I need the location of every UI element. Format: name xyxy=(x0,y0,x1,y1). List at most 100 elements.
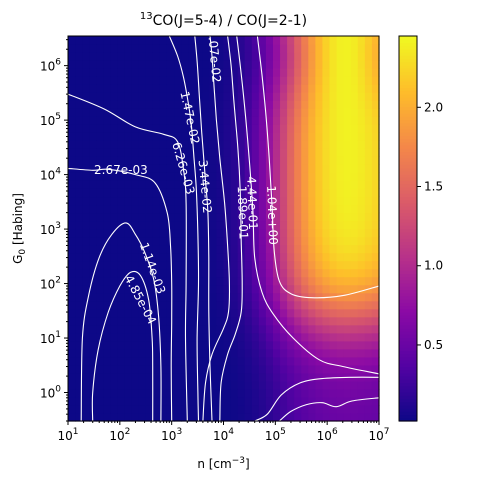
heatmap-cell xyxy=(138,404,147,414)
heatmap-cell xyxy=(294,180,302,189)
heatmap-cell xyxy=(174,204,182,214)
heatmap-cell xyxy=(251,164,260,173)
heatmap-cell xyxy=(166,60,175,69)
heatmap-cell xyxy=(336,204,345,214)
heatmap-cell xyxy=(138,44,147,53)
heatmap-cell xyxy=(195,148,203,157)
heatmap-cell xyxy=(251,60,260,69)
heatmap-cell xyxy=(371,68,380,77)
heatmap-cell xyxy=(117,44,126,53)
heatmap-cell xyxy=(131,236,140,246)
contour-label: 1.04e+00 xyxy=(264,185,280,245)
heatmap-cell xyxy=(195,332,203,342)
heatmap-cell xyxy=(223,348,232,358)
heatmap-cell xyxy=(272,76,281,85)
heatmap-cell xyxy=(82,364,90,374)
heatmap-cell xyxy=(103,52,112,61)
heatmap-cell xyxy=(209,180,218,189)
heatmap-cell xyxy=(350,228,359,238)
heatmap-cell xyxy=(258,100,267,109)
heatmap-cell xyxy=(357,228,366,238)
heatmap-cell xyxy=(237,268,246,278)
heatmap-cell xyxy=(230,156,239,165)
colorbar-segment xyxy=(399,42,417,47)
heatmap-cell xyxy=(117,140,126,149)
heatmap-cell xyxy=(329,380,338,390)
heatmap-cell xyxy=(145,284,154,294)
heatmap-cell xyxy=(350,180,359,189)
heatmap-cell xyxy=(75,44,83,53)
heatmap-cell xyxy=(138,180,147,189)
heatmap-cell xyxy=(188,196,196,206)
heatmap-cell xyxy=(336,340,345,350)
heatmap-cell xyxy=(258,372,267,382)
heatmap-cell xyxy=(138,348,147,358)
heatmap-cell xyxy=(131,36,140,45)
heatmap-cell xyxy=(110,172,119,181)
y-tick-label: 102 xyxy=(40,276,61,292)
heatmap-cell xyxy=(209,188,218,198)
heatmap-cell xyxy=(280,60,288,69)
heatmap-cell xyxy=(294,204,302,214)
heatmap-cell xyxy=(294,324,302,334)
heatmap-cell xyxy=(223,148,232,157)
heatmap-cell xyxy=(258,396,267,406)
heatmap-cell xyxy=(110,164,119,173)
heatmap-cell xyxy=(223,284,232,294)
heatmap-cell xyxy=(230,348,239,358)
heatmap-cell xyxy=(131,252,140,262)
heatmap-cell xyxy=(244,268,253,278)
heatmap-cell xyxy=(82,284,90,294)
heatmap-cell xyxy=(265,332,274,342)
heatmap-cell xyxy=(89,324,97,334)
colorbar-segment xyxy=(399,36,417,40)
heatmap-cell xyxy=(209,220,218,230)
heatmap-cell xyxy=(68,284,76,294)
heatmap-cell xyxy=(336,212,345,222)
heatmap-cell xyxy=(209,284,218,294)
heatmap-cell xyxy=(82,372,90,382)
heatmap-cell xyxy=(159,348,168,358)
heatmap-cell xyxy=(103,140,112,149)
heatmap-cell xyxy=(357,292,366,302)
heatmap-cell xyxy=(322,388,331,398)
heatmap-cell xyxy=(181,268,189,278)
heatmap-cell xyxy=(223,308,232,318)
heatmap-cell xyxy=(82,212,90,222)
heatmap-cell xyxy=(138,244,147,254)
heatmap-cell xyxy=(251,316,260,326)
heatmap-cell xyxy=(357,188,366,198)
heatmap-cell xyxy=(336,412,345,422)
heatmap-cell xyxy=(103,300,112,310)
heatmap-cell xyxy=(216,276,225,286)
heatmap-cell xyxy=(251,252,260,262)
heatmap-cell xyxy=(202,252,210,262)
heatmap-cell xyxy=(202,44,210,53)
heatmap-cell xyxy=(82,228,90,238)
heatmap-cell xyxy=(272,164,281,173)
heatmap-cell xyxy=(371,236,380,246)
heatmap-cell xyxy=(188,84,196,93)
heatmap-cell xyxy=(343,356,352,366)
heatmap-cell xyxy=(110,148,119,157)
heatmap-cell xyxy=(68,92,76,101)
heatmap-cell xyxy=(159,188,168,198)
heatmap-cell xyxy=(166,44,175,53)
heatmap-cell xyxy=(244,356,253,366)
heatmap-cell xyxy=(110,188,119,198)
heatmap-cell xyxy=(329,332,338,342)
heatmap-cell xyxy=(280,244,288,254)
heatmap-cell xyxy=(251,292,260,302)
heatmap-cell xyxy=(202,324,210,334)
heatmap-cell xyxy=(96,300,104,310)
heatmap-cell xyxy=(131,388,140,398)
heatmap-cell xyxy=(272,324,281,334)
heatmap-cell xyxy=(145,60,154,69)
heatmap-cell xyxy=(216,44,225,53)
heatmap-cell xyxy=(308,212,316,222)
heatmap-cell xyxy=(209,236,218,246)
heatmap-cell xyxy=(110,260,119,270)
heatmap-cell xyxy=(308,156,316,165)
heatmap-cell xyxy=(68,36,76,45)
heatmap-cell xyxy=(195,300,203,310)
